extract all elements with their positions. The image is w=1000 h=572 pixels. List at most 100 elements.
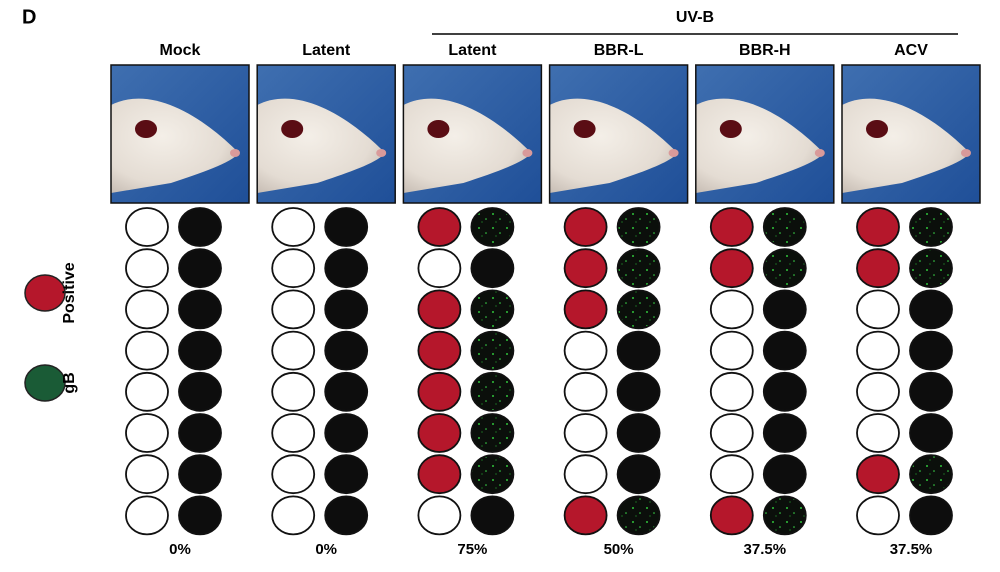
positive-circle	[125, 371, 169, 412]
gb-circle	[470, 330, 515, 371]
gb-circle	[762, 289, 807, 330]
photo-border	[548, 64, 689, 204]
gb-circle	[762, 207, 807, 247]
positive-circle	[271, 495, 316, 536]
gb-circle	[470, 289, 515, 330]
gb-circle	[324, 495, 369, 536]
gb-circle	[470, 454, 515, 495]
gb-circle	[909, 413, 953, 453]
gb-circle	[324, 413, 369, 453]
positive-circle	[417, 248, 462, 289]
gb-circle	[324, 371, 369, 412]
gb-circle	[616, 330, 661, 371]
mouse-eye	[719, 120, 742, 138]
percent-label: 0%	[169, 541, 191, 558]
gb-circle	[616, 289, 661, 330]
legend-label-positive: Positive	[61, 262, 78, 323]
positive-circle	[856, 371, 900, 412]
percent-label: 37.5%	[890, 541, 933, 558]
percent-label: 37.5%	[744, 541, 787, 558]
positive-circle	[563, 248, 608, 289]
gb-circle	[762, 330, 807, 371]
gb-circle	[178, 207, 222, 247]
percent-label: 75%	[457, 541, 487, 558]
mouse-nose	[814, 149, 825, 157]
gb-circle	[909, 330, 953, 371]
photo-border	[110, 64, 250, 204]
gb-circle	[178, 413, 222, 453]
positive-circle	[271, 289, 316, 330]
positive-circle	[271, 207, 316, 247]
gb-circle	[470, 495, 515, 536]
mouse-photo	[695, 64, 835, 204]
gb-circle	[762, 371, 807, 412]
positive-circle	[856, 454, 900, 495]
gb-circle	[324, 454, 369, 495]
mouse-nose	[376, 149, 387, 157]
positive-circle	[125, 495, 169, 536]
positive-circle	[709, 371, 754, 412]
mouse-photo	[256, 64, 396, 204]
gb-circle	[178, 289, 222, 330]
positive-circle	[563, 289, 608, 330]
gb-circle	[324, 289, 369, 330]
gb-circle	[470, 371, 515, 412]
mouse-photo	[110, 64, 250, 204]
positive-circle	[125, 330, 169, 371]
gb-circle	[178, 495, 222, 536]
photo-border	[841, 64, 981, 204]
mouse-eye	[866, 120, 888, 138]
mouse-nose	[961, 149, 971, 157]
positive-circle	[856, 413, 900, 453]
positive-circle	[856, 289, 900, 330]
positive-circle	[271, 454, 316, 495]
positive-circle	[125, 454, 169, 495]
legend-label-gb: gB	[61, 372, 78, 393]
mouse-photo	[841, 64, 981, 204]
photo-border	[695, 64, 835, 204]
positive-circle	[856, 495, 900, 536]
gb-circle	[616, 413, 661, 453]
positive-circle	[856, 330, 900, 371]
positive-circle	[271, 248, 316, 289]
percent-label: 50%	[604, 541, 634, 558]
positive-circle	[709, 289, 754, 330]
mouse-nose	[522, 149, 533, 157]
gb-circle	[178, 330, 222, 371]
positive-circle	[417, 454, 462, 495]
positive-circle	[417, 413, 462, 453]
positive-circle	[271, 413, 316, 453]
mouse-eye	[281, 120, 304, 138]
gb-circle	[762, 495, 807, 536]
positive-circle	[563, 371, 608, 412]
positive-circle	[709, 207, 754, 247]
gb-circle	[616, 207, 661, 247]
gb-circle	[616, 454, 661, 495]
gb-circle	[470, 248, 515, 289]
positive-circle	[709, 248, 754, 289]
column-title: BBR-H	[739, 42, 791, 59]
mouse-eye	[573, 120, 596, 138]
positive-circle	[709, 454, 754, 495]
mouse-photo	[402, 64, 543, 204]
legend-swatch-gb	[24, 364, 66, 402]
positive-circle	[563, 495, 608, 536]
column-title: Latent	[448, 42, 497, 59]
positive-circle	[417, 330, 462, 371]
column-title: BBR-L	[594, 42, 644, 59]
gb-circle	[909, 248, 953, 289]
positive-circle	[563, 330, 608, 371]
group-label: UV-B	[676, 9, 714, 26]
positive-circle	[709, 330, 754, 371]
positive-circle	[563, 454, 608, 495]
column-title: Mock	[160, 42, 201, 59]
mouse-nose	[668, 149, 679, 157]
positive-circle	[709, 495, 754, 536]
positive-circle	[417, 495, 462, 536]
mouse-eye	[427, 120, 450, 138]
positive-circle	[856, 248, 900, 289]
mouse-nose	[230, 149, 240, 157]
photo-border	[256, 64, 396, 204]
gb-circle	[909, 371, 953, 412]
